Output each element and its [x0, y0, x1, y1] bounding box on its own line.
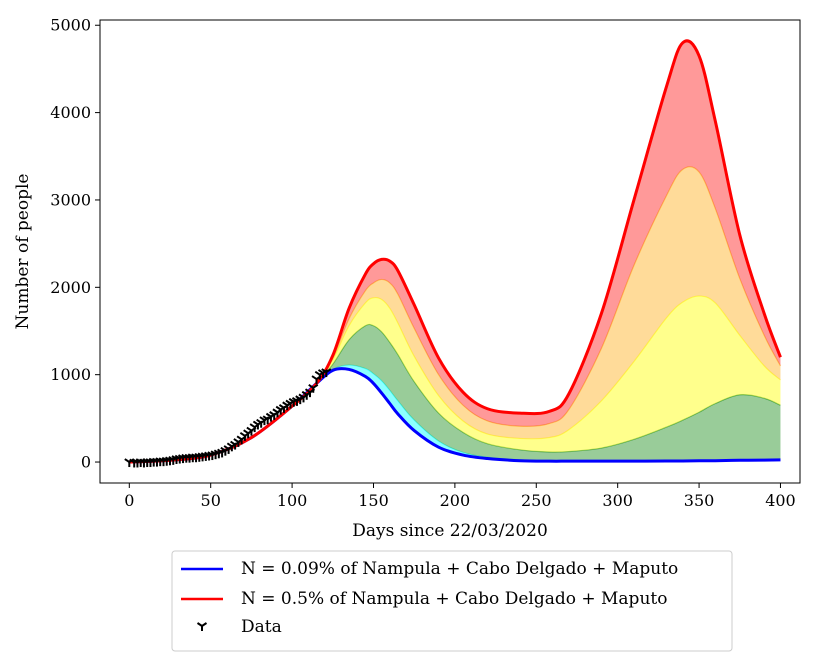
band-2	[129, 296, 781, 463]
band-3	[129, 166, 781, 463]
legend-label-data: Data	[241, 617, 282, 637]
legend-label-upper-bound: N = 0.5% of Nampula + Cabo Delgado + Map…	[241, 589, 667, 609]
legend-data-marker	[196, 622, 208, 631]
legend: N = 0.09% of Nampula + Cabo Delgado + Ma…	[171, 550, 733, 652]
x-tick-label: 150	[358, 491, 389, 510]
y-tick-label: 4000	[50, 103, 91, 122]
y-tick-label: 5000	[50, 16, 91, 35]
x-tick-label: 200	[440, 491, 471, 510]
y-tick-label: 1000	[50, 365, 91, 384]
y-axis-label: Number of people	[13, 174, 33, 330]
data-point	[308, 383, 319, 393]
legend-swatch-data-marker	[196, 622, 208, 631]
plot-frame	[99, 19, 801, 484]
y-tick-label: 3000	[50, 190, 91, 209]
x-tick-label: 0	[124, 491, 134, 510]
x-tick-label: 300	[602, 491, 633, 510]
y-tick-label: 2000	[50, 278, 91, 297]
y-tick-label: 0	[81, 453, 91, 472]
x-axis-label: Days since 22/03/2020	[352, 521, 548, 541]
x-tick-label: 250	[521, 491, 552, 510]
x-axis-ticks: 0 50 100 150 200 250 300 350 400	[124, 483, 796, 510]
band-1	[129, 324, 781, 463]
x-tick-label: 100	[277, 491, 308, 510]
x-tick-label: 50	[201, 491, 221, 510]
x-tick-label: 400	[765, 491, 796, 510]
uncertainty-bands	[129, 40, 782, 463]
y-axis-ticks: 0 1000 2000 3000 4000 5000	[50, 16, 100, 472]
data-markers	[124, 368, 332, 468]
legend-box	[171, 550, 733, 652]
legend-label-lower-bound: N = 0.09% of Nampula + Cabo Delgado + Ma…	[241, 559, 678, 579]
data-point	[321, 368, 332, 378]
x-tick-label: 350	[684, 491, 715, 510]
